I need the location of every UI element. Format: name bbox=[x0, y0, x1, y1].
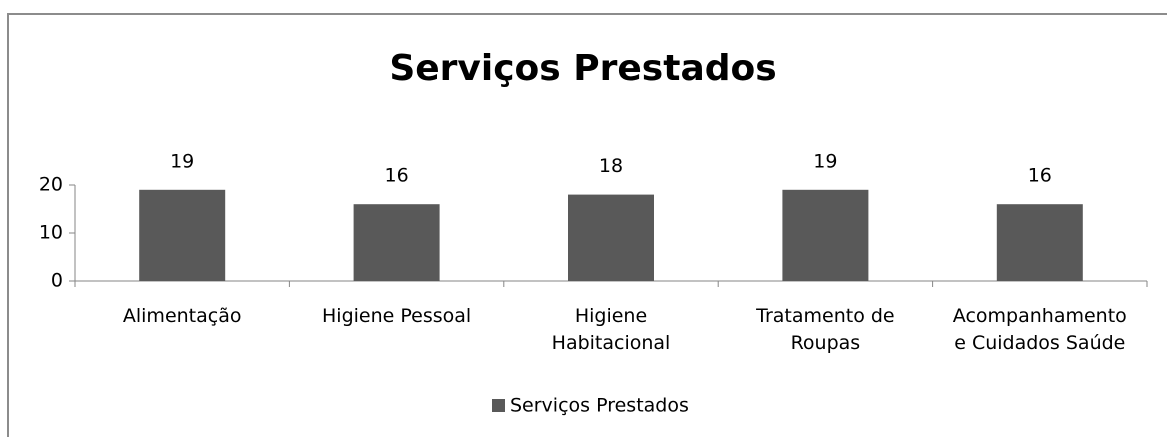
x-tick-label: Alimentação bbox=[122, 305, 242, 327]
chart-title: Serviços Prestados bbox=[389, 48, 776, 89]
x-tick-label: Tratamento de Roupas bbox=[756, 305, 895, 354]
y-tick-label: 10 bbox=[39, 222, 63, 244]
bar bbox=[782, 189, 869, 281]
data-label: 19 bbox=[170, 150, 194, 172]
data-label: 19 bbox=[813, 150, 837, 172]
y-tick-label: 20 bbox=[39, 174, 63, 196]
data-label: 18 bbox=[599, 155, 623, 177]
data-label: 16 bbox=[385, 165, 409, 187]
x-tick-label: Higiene Habitacional bbox=[551, 305, 671, 354]
bar bbox=[996, 204, 1083, 281]
x-tick-label: Acompanhamento e Cuidados Saúde bbox=[952, 305, 1127, 354]
bar bbox=[568, 194, 654, 281]
bar bbox=[353, 204, 440, 281]
legend-swatch bbox=[492, 399, 505, 412]
data-label: 16 bbox=[1028, 165, 1052, 187]
x-tick-label: Higiene Pessoal bbox=[322, 305, 472, 327]
y-tick-label: 0 bbox=[51, 270, 63, 292]
bar bbox=[139, 189, 226, 281]
legend-label: Serviços Prestados bbox=[510, 395, 689, 417]
